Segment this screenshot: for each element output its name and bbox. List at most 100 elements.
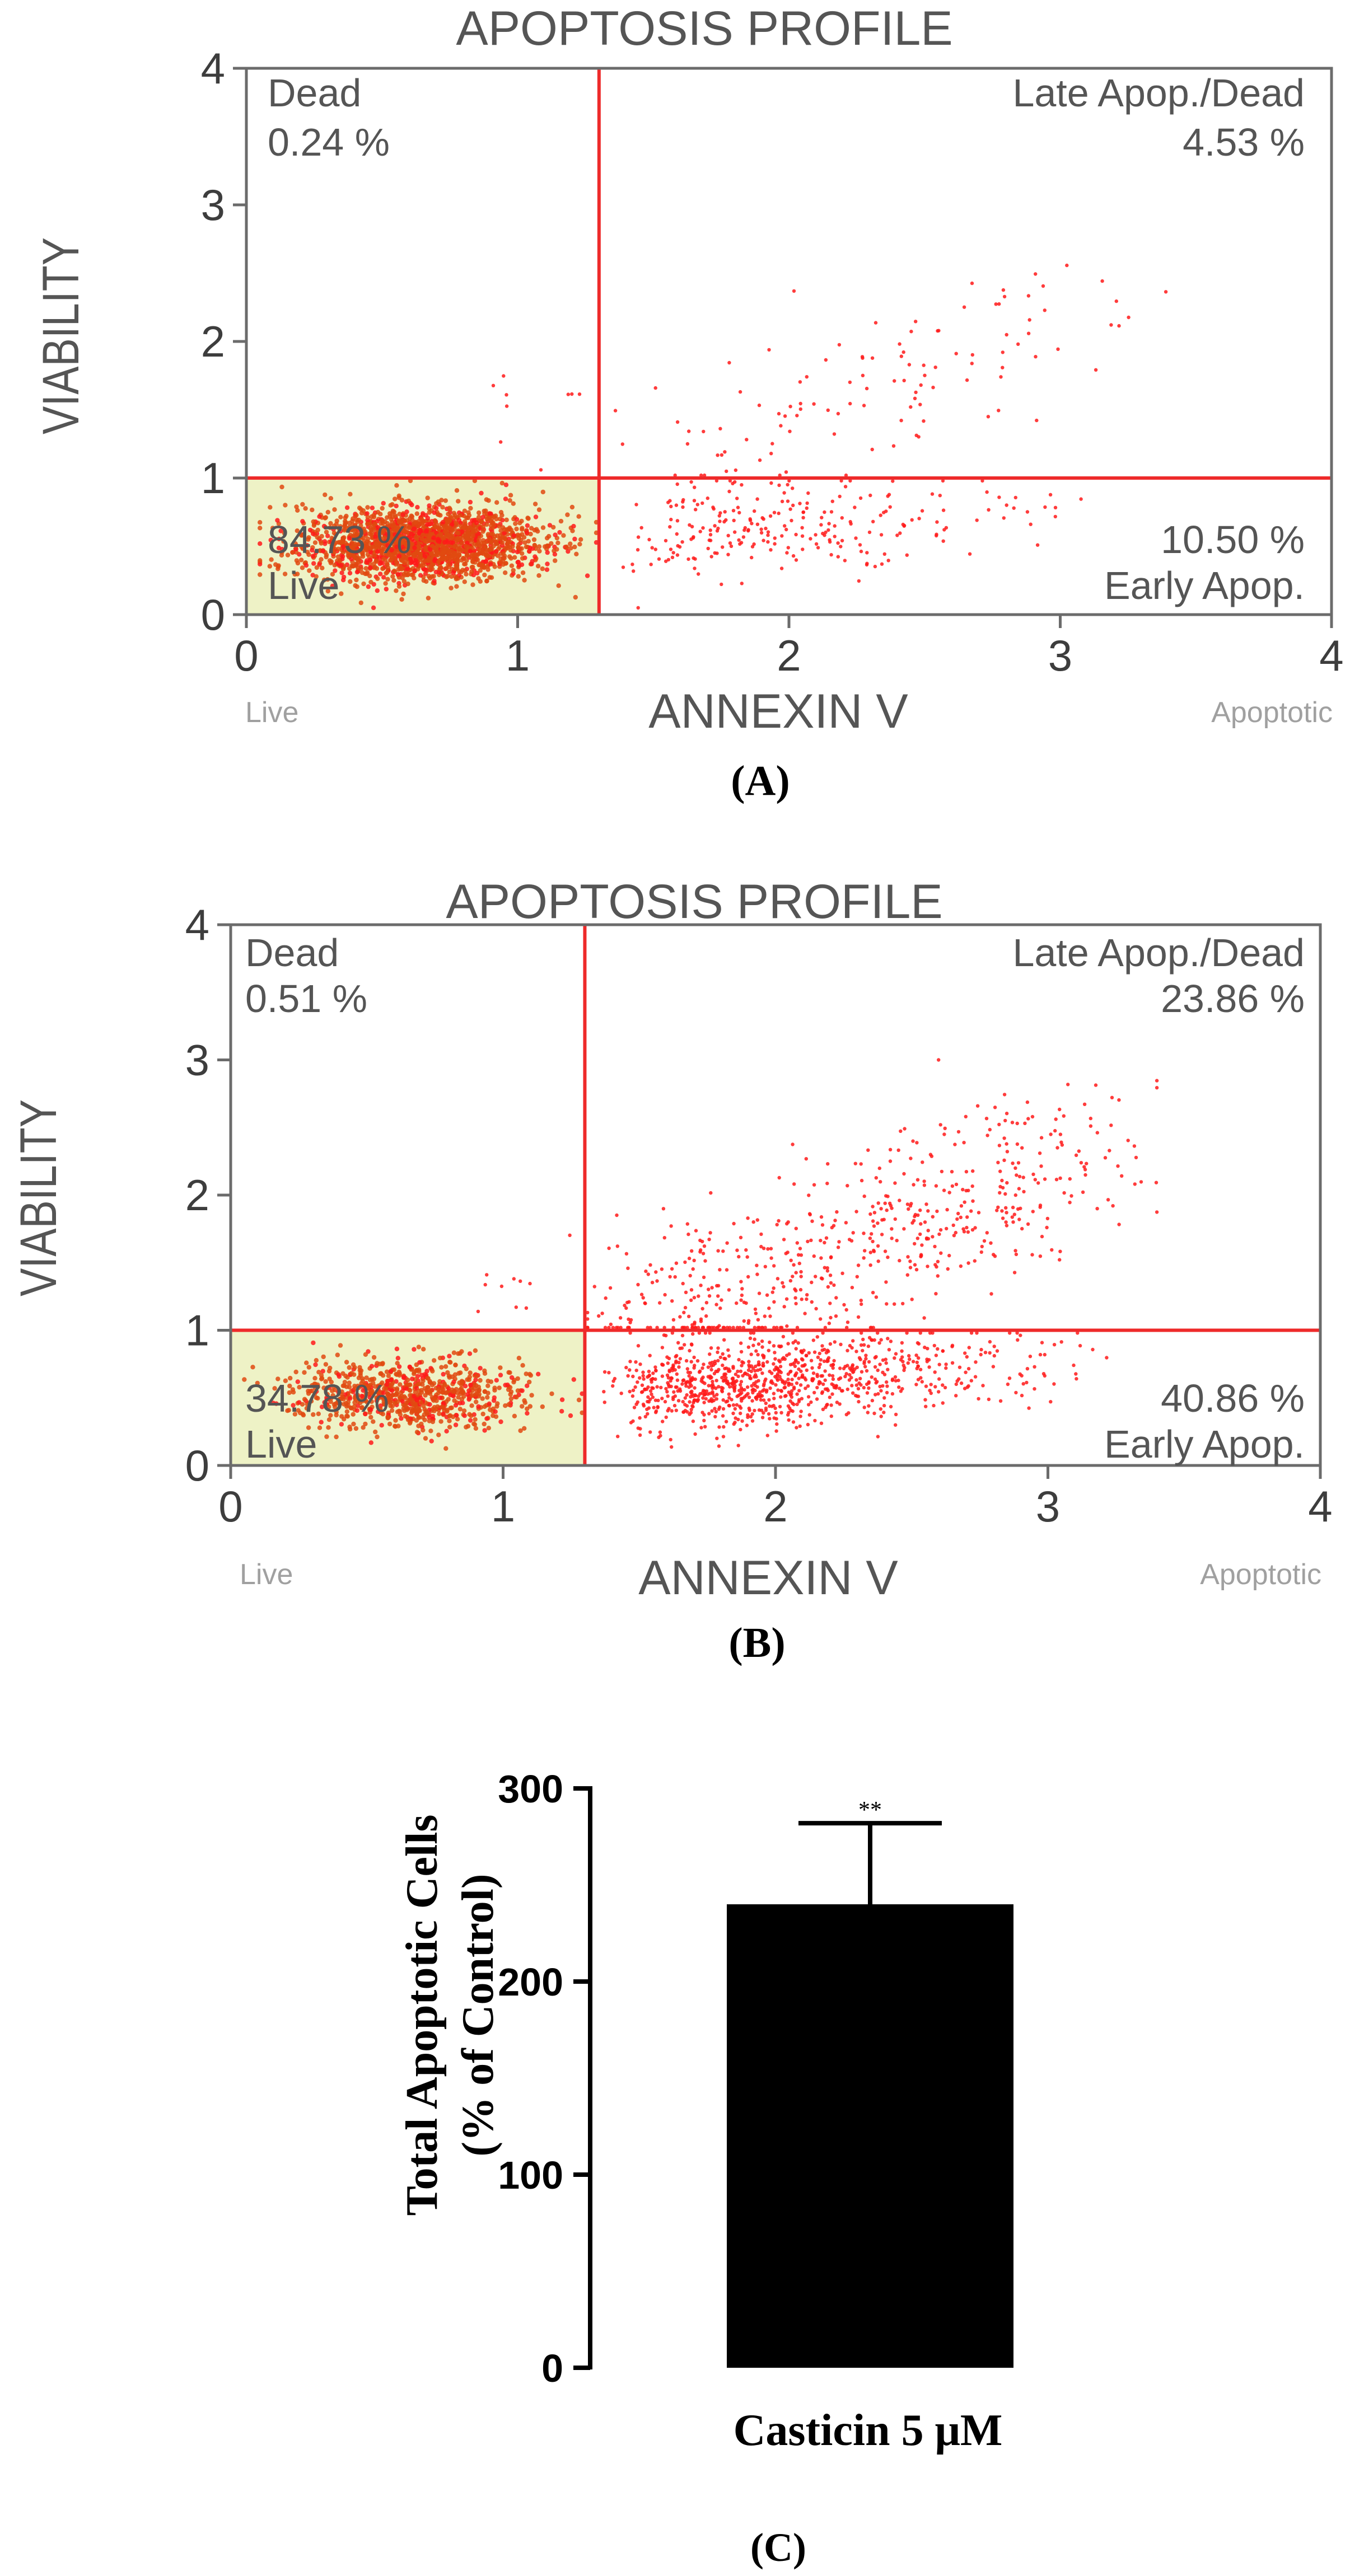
panel-a-event-dot (639, 526, 643, 530)
panel-b-event-dot (619, 1392, 623, 1395)
panel-a-event-dot (805, 375, 809, 379)
panel-b-event-dot (472, 1386, 477, 1391)
panel-b-event-dot (615, 1244, 620, 1248)
panel-b-event-dot (966, 1230, 970, 1234)
panel-b-event-dot (438, 1419, 443, 1424)
panel-b-event-dot (1106, 1198, 1110, 1202)
panel-a-event-dot (458, 523, 464, 528)
panel-a-event-dot (368, 579, 373, 585)
panel-b-event-dot (1018, 1372, 1022, 1376)
panel-b-event-dot (987, 1397, 991, 1402)
panel-b-event-dot (387, 1421, 393, 1427)
panel-b-event-dot (763, 1314, 767, 1318)
panel-a-event-dot (526, 516, 531, 521)
panel-a-event-dot (454, 530, 460, 535)
panel-b-event-dot (468, 1383, 473, 1388)
panel-a-event-dot (434, 501, 439, 506)
panel-b-event-dot (683, 1343, 686, 1347)
panel-b-event-dot (672, 1390, 676, 1394)
panel-b-event-dot (880, 1233, 884, 1237)
panel-a-event-dot (935, 520, 939, 524)
panel-a-event-dot (692, 535, 695, 539)
panel-b-event-dot (786, 1372, 791, 1376)
panel-b-event-dot (887, 1348, 891, 1352)
panel-b-event-dot (448, 1406, 453, 1411)
panel-b-event-dot (742, 1388, 746, 1392)
panel-a-x-tick-label: 3 (1048, 631, 1072, 680)
panel-b-event-dot (819, 1421, 824, 1425)
panel-b-event-dot (660, 1397, 664, 1401)
panel-a-event-dot (669, 517, 673, 522)
panel-b-event-dot (937, 1390, 941, 1394)
panel-a-event-dot (762, 517, 765, 521)
panel-b-event-dot (912, 1183, 915, 1187)
panel-a-event-dot (407, 547, 412, 552)
panel-b-event-dot (498, 1373, 503, 1378)
panel-b-event-dot (670, 1267, 674, 1271)
panel-a-event-dot (323, 515, 328, 520)
panel-b-event-dot (746, 1216, 750, 1220)
panel-b-event-dot (676, 1399, 681, 1403)
panel-a-event-dot (1109, 323, 1113, 327)
panel-a-event-dot (474, 520, 479, 526)
panel-a-event-dot (857, 579, 861, 583)
panel-b-x-tick-label: 2 (763, 1482, 787, 1531)
panel-b-event-dot (1045, 1225, 1049, 1230)
panel-a-event-dot (733, 480, 737, 484)
panel-b-event-dot (670, 1409, 674, 1413)
panel-b-event-dot (915, 1360, 919, 1365)
panel-a-event-dot (371, 526, 376, 532)
panel-a-event-dot (555, 540, 560, 546)
panel-a-event-dot (340, 566, 346, 572)
panel-b-event-dot (747, 1406, 751, 1411)
panel-a-event-dot (348, 579, 353, 584)
panel-b-event-dot (704, 1314, 708, 1318)
panel-c-x-category-label: Casticin 5 μM (734, 2406, 1003, 2455)
panel-a-event-dot (303, 563, 309, 568)
panel-b-event-dot (600, 1312, 604, 1315)
panel-b-event-dot (965, 1225, 969, 1230)
panel-b-event-dot (788, 1278, 793, 1283)
panel-b-event-dot (461, 1408, 467, 1413)
panel-a-event-dot (258, 526, 263, 531)
panel-a-event-dot (463, 521, 468, 527)
panel-b-event-dot (985, 1134, 989, 1137)
panel-b-event-dot (793, 1296, 797, 1300)
panel-b-event-dot (732, 1389, 737, 1393)
panel-b-event-dot (750, 1399, 754, 1403)
panel-b-event-dot (528, 1373, 534, 1378)
panel-b-event-dot (767, 1306, 771, 1310)
panel-b-event-dot (488, 1379, 494, 1384)
panel-b-event-dot (709, 1191, 713, 1195)
panel-a-event-dot (423, 547, 428, 552)
panel-a-event-dot (364, 543, 370, 548)
panel-a-event-dot (329, 536, 334, 541)
panel-b-event-dot (910, 1298, 914, 1301)
panel-b-event-dot (886, 1337, 890, 1341)
panel-b-event-dot (805, 1368, 809, 1373)
panel-b-event-dot (819, 1239, 823, 1243)
panel-b-event-dot (746, 1275, 750, 1279)
panel-b-event-dot (1039, 1164, 1043, 1168)
panel-b-event-dot (663, 1399, 667, 1404)
panel-b-event-dot (746, 1415, 750, 1420)
panel-b-event-dot (646, 1385, 650, 1389)
panel-a-event-dot (837, 343, 842, 347)
panel-b-event-dot (685, 1393, 689, 1397)
panel-b-event-dot (857, 1381, 861, 1385)
panel-a-event-dot (693, 566, 697, 570)
panel-b-event-dot (344, 1360, 349, 1365)
panel-b-event-dot (520, 1388, 525, 1393)
panel-b-event-dot (794, 1359, 798, 1363)
panel-b-event-dot (800, 1298, 804, 1301)
panel-a-event-dot (565, 512, 570, 517)
panel-b-event-dot (859, 1302, 863, 1306)
panel-b-event-dot (654, 1409, 658, 1413)
panel-a-event-dot (459, 529, 465, 535)
panel-b-event-dot (774, 1383, 778, 1387)
panel-b-event-dot (740, 1391, 744, 1395)
panel-b-event-dot (1002, 1093, 1007, 1097)
panel-a-event-dot (358, 523, 363, 528)
panel-a-event-dot (805, 506, 809, 510)
